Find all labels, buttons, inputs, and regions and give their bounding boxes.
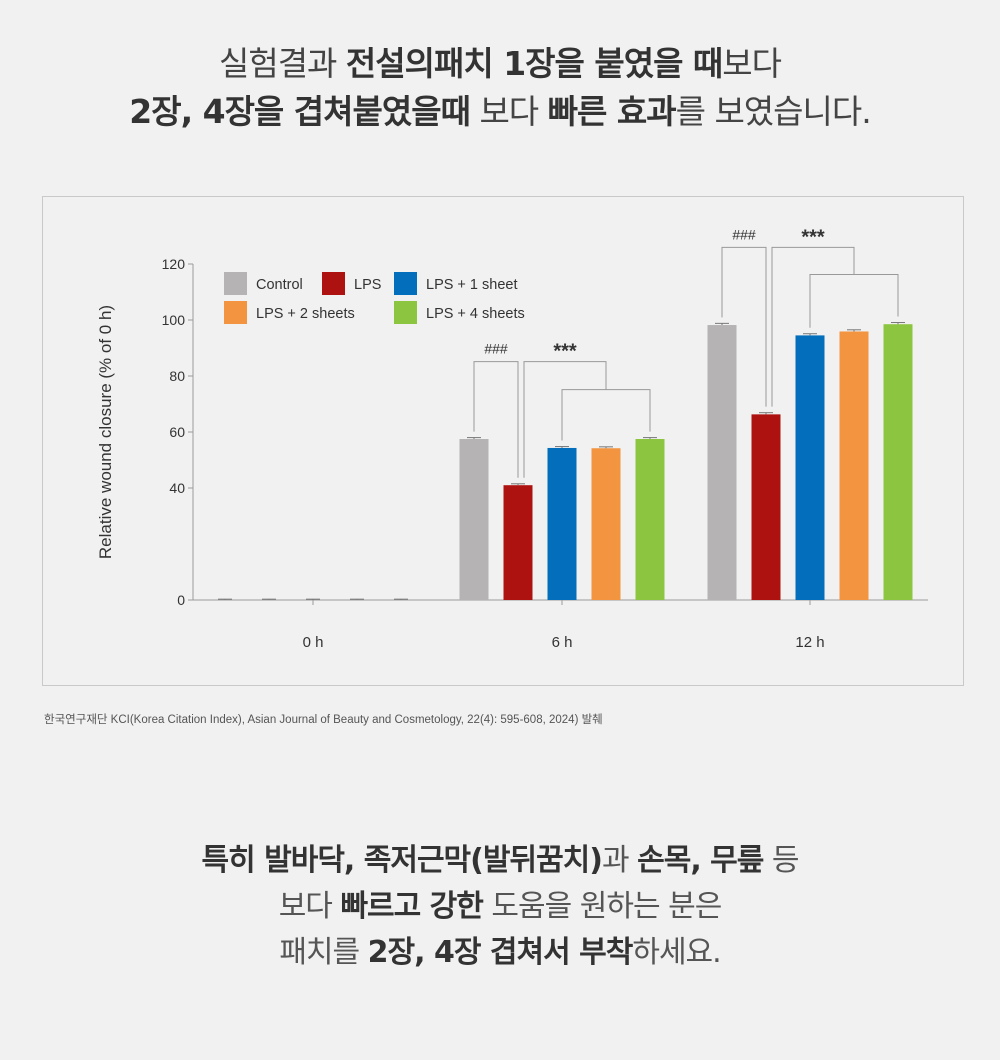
- headline: 실험결과 전설의패치 1장을 붙였을 때보다 2장, 4장을 겹쳐붙였을때 보다…: [0, 40, 1000, 136]
- footer-text: 보다: [278, 889, 341, 924]
- significance-hash-label: ###: [732, 226, 756, 242]
- bar: [591, 448, 621, 600]
- footer-text: 도움을 원하는 분은: [482, 889, 722, 924]
- y-tick-label: 60: [169, 424, 185, 440]
- footer-text: 과: [601, 843, 638, 878]
- bar: [707, 325, 737, 600]
- footer-line-2: 보다 빠르고 강한 도움을 원하는 분은: [0, 884, 1000, 930]
- significance-star-label: ***: [553, 341, 577, 363]
- footer-text: 패치를: [279, 935, 368, 970]
- footer-line-3: 패치를 2장, 4장 겹쳐서 부착하세요.: [0, 930, 1000, 976]
- headline-strong: 2장, 4장을 겹쳐붙였을때: [129, 92, 471, 131]
- y-tick-label: 120: [162, 256, 186, 272]
- x-tick-label: 0 h: [303, 634, 324, 651]
- headline-strong: 전설의패치 1장을 붙였을 때: [345, 44, 723, 83]
- bar: [839, 331, 869, 600]
- headline-strong: 빠른 효과: [547, 92, 677, 131]
- headline-text: 를 보였습니다.: [675, 92, 872, 131]
- legend-swatch: [224, 301, 247, 324]
- footer-text: 등: [763, 843, 800, 878]
- y-axis-label: Relative wound closure (% of 0 h): [96, 305, 115, 559]
- bar: [883, 324, 913, 600]
- legend-swatch: [322, 272, 345, 295]
- bar: [751, 414, 781, 600]
- legend-label: Control: [256, 277, 303, 293]
- headline-text: 보다: [722, 44, 782, 83]
- significance-bracket: [523, 361, 607, 478]
- legend-swatch: [394, 301, 417, 324]
- chart-panel: 0 40 60 80 100 120 Relative wound closure (% o…: [42, 196, 964, 686]
- legend-swatch: [394, 272, 417, 295]
- footer-strong: 빠르고 강한: [340, 889, 483, 924]
- headline-text: 보다: [469, 92, 548, 131]
- bar: [547, 447, 577, 600]
- y-tick-label: 80: [169, 368, 185, 384]
- source-citation: 한국연구재단 KCI(Korea Citation Index), Asian …: [44, 714, 603, 726]
- footer-message: 특히 발바닥, 족저근막(발뒤꿈치)과 손목, 무릎 등 보다 빠르고 강한 도…: [0, 838, 1000, 976]
- significance-bracket: [809, 274, 899, 328]
- footer-text: 하세요.: [632, 935, 721, 970]
- footer-line-1: 특히 발바닥, 족저근막(발뒤꿈치)과 손목, 무릎 등: [0, 838, 1000, 884]
- legend-label: LPS: [354, 277, 381, 293]
- significance-bracket: [561, 389, 651, 441]
- bar: [459, 439, 489, 600]
- x-tick-label: 6 h: [552, 634, 573, 651]
- y-tick-label: 100: [162, 312, 186, 328]
- significance-star-label: ***: [801, 226, 825, 248]
- bar: [795, 335, 825, 600]
- y-tick-label: 0: [177, 592, 185, 608]
- y-tick-label: 40: [169, 480, 185, 496]
- legend-label: LPS + 2 sheets: [256, 306, 355, 322]
- bar: [503, 485, 533, 600]
- bar: [635, 439, 665, 600]
- significance-bracket: [473, 361, 519, 478]
- significance-bracket: [771, 246, 855, 407]
- footer-strong: 2장, 4장 겹쳐서 부착: [367, 935, 634, 970]
- footer-strong: 손목, 무릎: [637, 843, 764, 878]
- x-tick-label: 12 h: [795, 634, 824, 651]
- legend-swatch: [224, 272, 247, 295]
- headline-line-2: 2장, 4장을 겹쳐붙였을때 보다 빠른 효과를 보였습니다.: [0, 88, 1000, 136]
- footer-strong: 특히 발바닥, 족저근막(발뒤꿈치): [201, 843, 603, 878]
- bar-chart: 0 40 60 80 100 120 Relative wound closure (% o…: [96, 226, 928, 651]
- significance-hash-label: ###: [484, 341, 508, 357]
- headline-text: 실험결과: [218, 44, 346, 83]
- headline-line-1: 실험결과 전설의패치 1장을 붙였을 때보다: [0, 40, 1000, 88]
- legend-label: LPS + 4 sheets: [426, 306, 525, 322]
- significance-bracket: [721, 246, 767, 407]
- legend-label: LPS + 1 sheet: [426, 277, 518, 293]
